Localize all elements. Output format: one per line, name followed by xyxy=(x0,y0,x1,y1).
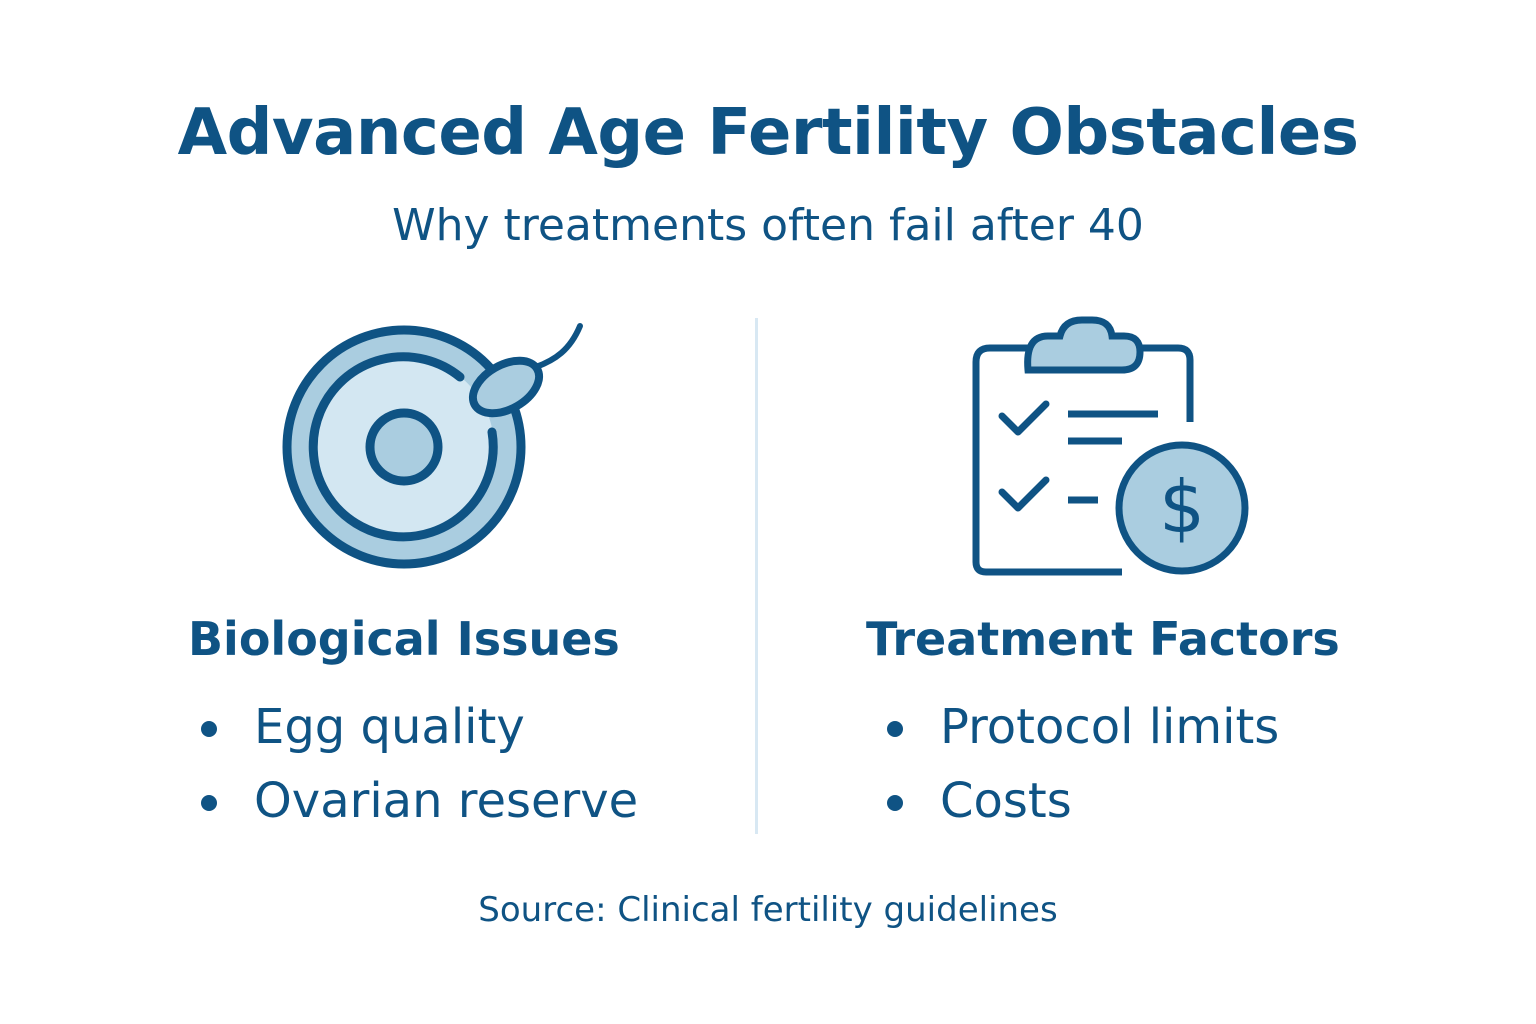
svg-text:$: $ xyxy=(1159,465,1205,549)
bullet-icon xyxy=(887,795,903,811)
egg-sperm-icon xyxy=(282,323,583,569)
bullet-icon xyxy=(201,721,217,737)
page-title: Advanced Age Fertility Obstacles xyxy=(177,96,1359,170)
source-note: Source: Clinical fertility guidelines xyxy=(478,890,1058,930)
list-item: Costs xyxy=(884,764,1279,838)
list-item: Ovarian reserve xyxy=(198,764,638,838)
bullet-icon xyxy=(201,795,217,811)
page-subtitle: Why treatments often fail after 40 xyxy=(392,200,1144,251)
treatment-factors-heading: Treatment Factors xyxy=(866,612,1340,666)
treatment-factors-list: Protocol limits Costs xyxy=(884,690,1279,838)
bullet-icon xyxy=(887,721,903,737)
list-item: Protocol limits xyxy=(884,690,1279,764)
clipboard-dollar-icon: $ xyxy=(972,316,1249,576)
biological-issues-heading: Biological Issues xyxy=(188,612,620,666)
list-item: Egg quality xyxy=(198,690,638,764)
column-divider xyxy=(755,318,758,834)
biological-issues-list: Egg quality Ovarian reserve xyxy=(198,690,638,838)
